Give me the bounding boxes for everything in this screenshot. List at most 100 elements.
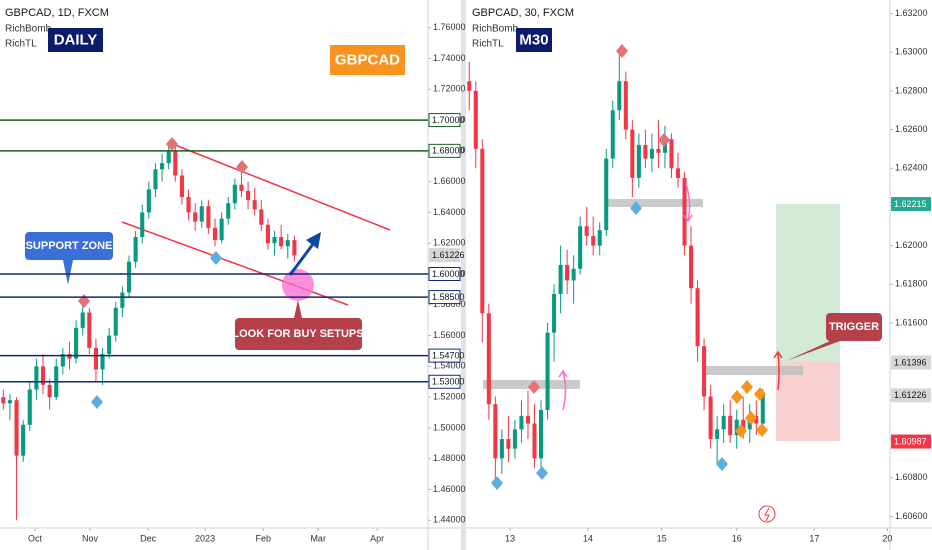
- candle-body: [179, 175, 184, 198]
- diamond: [528, 380, 540, 394]
- chart-title: GBPCAD, 1D, FXCM: [5, 7, 109, 19]
- candle-body: [100, 354, 105, 370]
- candle-body: [754, 415, 759, 424]
- candle-body: [21, 424, 26, 456]
- diamond: [658, 133, 670, 147]
- candle-body: [160, 163, 165, 170]
- level-label-box: [428, 290, 461, 305]
- highlight-circle: [282, 269, 314, 301]
- candle-body: [107, 335, 112, 355]
- x-tick-label: Feb: [256, 533, 272, 543]
- price-label: 1.62215: [894, 199, 927, 209]
- candle-body: [597, 230, 602, 246]
- candle-body: [40, 366, 46, 385]
- x-tick-label: 14: [583, 533, 593, 543]
- candle-body: [721, 415, 726, 430]
- candle-body: [499, 439, 504, 459]
- y-tick-label: 1.61600: [895, 317, 928, 327]
- candle-body: [538, 410, 544, 459]
- up-arrow: [558, 369, 568, 411]
- x-tick-label: Oct: [28, 533, 43, 543]
- candle-body: [623, 81, 628, 130]
- y-tick-label: 1.63000: [895, 47, 928, 57]
- diamond: [536, 466, 548, 480]
- y-tick-label: 1.62800: [895, 85, 928, 95]
- level-label: 1.68000: [432, 146, 465, 156]
- candle-body: [604, 158, 609, 231]
- diamond: [491, 476, 503, 490]
- candle-body: [74, 327, 79, 359]
- event-icon[interactable]: [758, 505, 776, 523]
- indicator: RichBomb: [472, 24, 519, 35]
- y-tick-label: 1.76000: [433, 22, 466, 32]
- candle-body: [610, 110, 615, 159]
- candle-body: [27, 389, 32, 425]
- y-tick-label: 1.48000: [433, 453, 466, 463]
- candle-body: [93, 347, 98, 370]
- candle-body: [47, 384, 52, 398]
- candle-body: [60, 354, 65, 367]
- candle-body: [246, 190, 251, 201]
- y-tick-label: 1.56000: [433, 330, 466, 340]
- loss-zone: [776, 362, 840, 441]
- diamond: [630, 201, 642, 215]
- x-tick-label: 20: [882, 533, 892, 543]
- y-tick-label: 1.62000: [895, 240, 928, 250]
- candle-body: [473, 90, 478, 149]
- resistance-zone: [605, 199, 703, 207]
- chart-title: GBPCAD, 30, FXCM: [472, 7, 574, 19]
- candle-body: [545, 332, 550, 411]
- callout: [235, 300, 362, 350]
- candle-body: [140, 212, 145, 238]
- candle-body: [14, 400, 19, 456]
- candle-body: [219, 218, 224, 241]
- candle-body: [120, 292, 125, 308]
- candle-body: [87, 312, 92, 348]
- y-tick-label: 1.44000: [433, 515, 466, 525]
- level-label: 1.53000: [432, 377, 465, 387]
- candle-body: [571, 268, 576, 281]
- candle-body: [656, 148, 661, 153]
- candle-body: [285, 240, 290, 247]
- diamond: [91, 395, 103, 409]
- candle-body: [584, 226, 589, 236]
- x-tick-label: 2023: [195, 533, 215, 543]
- channel-line: [169, 142, 391, 231]
- price-label-box: [891, 388, 931, 403]
- candle-body: [292, 240, 297, 256]
- level-label: 1.58500: [432, 292, 465, 302]
- candle-body: [669, 139, 674, 169]
- callout-text: SUPPORT ZONE: [26, 240, 113, 252]
- candle-body: [741, 419, 746, 430]
- pattern-diamonds: [731, 380, 768, 438]
- candle-body: [552, 293, 557, 333]
- x-tick-label: 15: [657, 533, 667, 543]
- y-tick-label: 1.50000: [433, 422, 466, 432]
- diamond: [716, 457, 728, 471]
- candle-body: [591, 235, 596, 246]
- timeframe-box: [516, 28, 552, 52]
- candle-body: [232, 184, 237, 204]
- y-tick-label: 1.52000: [433, 392, 466, 402]
- candle-body: [682, 177, 687, 246]
- candle-body: [708, 396, 713, 440]
- indicator: RichTL: [472, 39, 504, 50]
- candle-body: [133, 237, 138, 262]
- candle-body: [617, 81, 622, 111]
- candle-body: [630, 129, 635, 178]
- callout: [25, 232, 113, 285]
- x-tick-label: Dec: [140, 533, 157, 543]
- candle-body: [226, 203, 231, 219]
- diamond: [616, 44, 628, 58]
- indicator: RichBomb: [5, 24, 52, 35]
- price-label: 1.61396: [894, 357, 927, 367]
- diamond: [210, 251, 222, 265]
- candle-body: [34, 366, 39, 390]
- candle-body: [199, 206, 204, 222]
- candle-body: [480, 148, 485, 314]
- y-tick-label: 1.60600: [895, 511, 928, 521]
- candle-body: [643, 145, 648, 159]
- callout: [786, 313, 882, 361]
- candle-body: [279, 237, 284, 247]
